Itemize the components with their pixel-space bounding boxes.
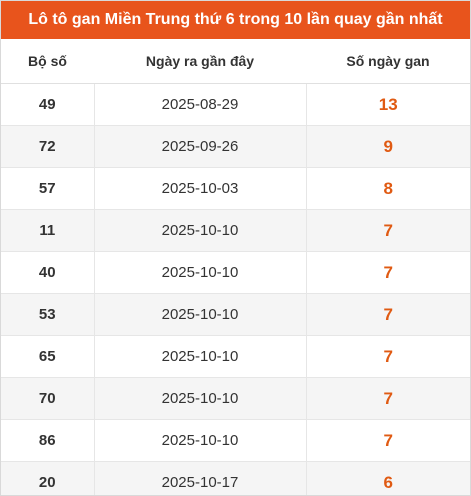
header-date: Ngày ra gần đây [94, 39, 306, 84]
header-days: Số ngày gan [306, 39, 470, 84]
header-number: Bộ số [1, 39, 94, 84]
cell-number: 49 [1, 83, 94, 126]
cell-days: 7 [306, 419, 470, 462]
table-row: 86 2025-10-10 7 [1, 419, 470, 462]
cell-number: 86 [1, 419, 94, 462]
cell-number: 40 [1, 251, 94, 294]
cell-number: 57 [1, 167, 94, 210]
table-row: 11 2025-10-10 7 [1, 209, 470, 252]
table-row: 70 2025-10-10 7 [1, 377, 470, 420]
cell-days: 7 [306, 293, 470, 336]
header-row: Bộ số Ngày ra gần đây Số ngày gan [1, 39, 470, 84]
cell-date: 2025-10-10 [93, 377, 307, 420]
cell-number: 65 [1, 335, 94, 378]
cell-days: 6 [306, 461, 470, 495]
cell-days: 13 [306, 83, 470, 126]
table-row: 49 2025-08-29 13 [1, 83, 470, 126]
cell-number: 53 [1, 293, 94, 336]
cell-date: 2025-09-26 [93, 125, 307, 168]
cell-days: 7 [306, 209, 470, 252]
cell-date: 2025-10-10 [93, 209, 307, 252]
gan-table: Bộ số Ngày ra gần đây Số ngày gan 49 2025… [1, 39, 470, 495]
table-row: 40 2025-10-10 7 [1, 251, 470, 294]
table-row: 53 2025-10-10 7 [1, 293, 470, 336]
cell-date: 2025-08-29 [93, 83, 307, 126]
table-row: 57 2025-10-03 8 [1, 167, 470, 210]
table-title: Lô tô gan Miền Trung thứ 6 trong 10 lần … [1, 1, 470, 39]
cell-days: 7 [306, 251, 470, 294]
table-row: 72 2025-09-26 9 [1, 125, 470, 168]
cell-date: 2025-10-10 [93, 293, 307, 336]
cell-number: 72 [1, 125, 94, 168]
cell-date: 2025-10-17 [93, 461, 307, 495]
cell-number: 20 [1, 461, 94, 495]
cell-date: 2025-10-10 [93, 335, 307, 378]
cell-days: 7 [306, 377, 470, 420]
cell-days: 9 [306, 125, 470, 168]
cell-date: 2025-10-10 [93, 419, 307, 462]
cell-number: 11 [1, 209, 94, 252]
cell-days: 7 [306, 335, 470, 378]
cell-days: 8 [306, 167, 470, 210]
table-row: 65 2025-10-10 7 [1, 335, 470, 378]
cell-date: 2025-10-03 [93, 167, 307, 210]
cell-number: 70 [1, 377, 94, 420]
cell-date: 2025-10-10 [93, 251, 307, 294]
table-row: 20 2025-10-17 6 [1, 461, 470, 495]
table-body: 49 2025-08-29 13 72 2025-09-26 9 57 2025-10-03 8… [1, 83, 470, 495]
